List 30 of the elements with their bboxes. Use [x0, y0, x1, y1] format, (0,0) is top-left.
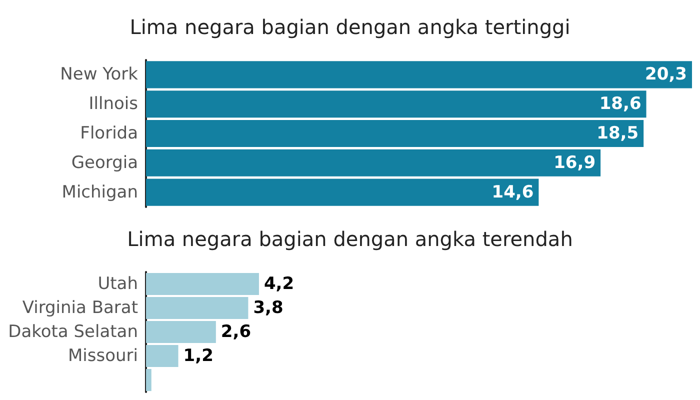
y-tick-label: Georgia	[71, 152, 138, 173]
data-label: 14,6	[492, 182, 534, 202]
data-label: 16,9	[554, 152, 596, 173]
chart-title: Lima negara bagian dengan angka tertinggi	[130, 15, 570, 39]
data-label: 4,2	[264, 274, 294, 294]
bar	[146, 120, 644, 148]
data-label: 1,2	[183, 346, 214, 366]
text: Lima negara bagian dengan angka terendah	[127, 227, 573, 251]
bar	[146, 368, 152, 392]
data-label: 18,6	[599, 94, 642, 114]
y-tick-label: Michigan	[62, 182, 138, 202]
data-label: 18,5	[596, 124, 639, 144]
bar	[146, 272, 259, 296]
y-tick-label: Dakota Selatan	[8, 322, 138, 342]
bar	[146, 90, 646, 118]
y-tick-label: New York	[60, 64, 138, 85]
data-label: 3,8	[253, 298, 284, 318]
bar	[146, 61, 692, 88]
y-tick-label: Missouri	[68, 346, 138, 366]
data-label: 2,6	[220, 322, 252, 342]
bar	[146, 344, 178, 368]
y-tick-label: Virginia Barat	[22, 298, 138, 318]
y-tick-label: Utah	[98, 274, 138, 294]
bar	[146, 320, 216, 344]
bar	[146, 149, 601, 176]
y-tick-label: Illnois	[88, 94, 138, 114]
bar	[146, 296, 248, 320]
bar	[146, 178, 539, 206]
y-tick-label: Florida	[80, 124, 138, 144]
data-label: 20,3	[645, 64, 687, 85]
